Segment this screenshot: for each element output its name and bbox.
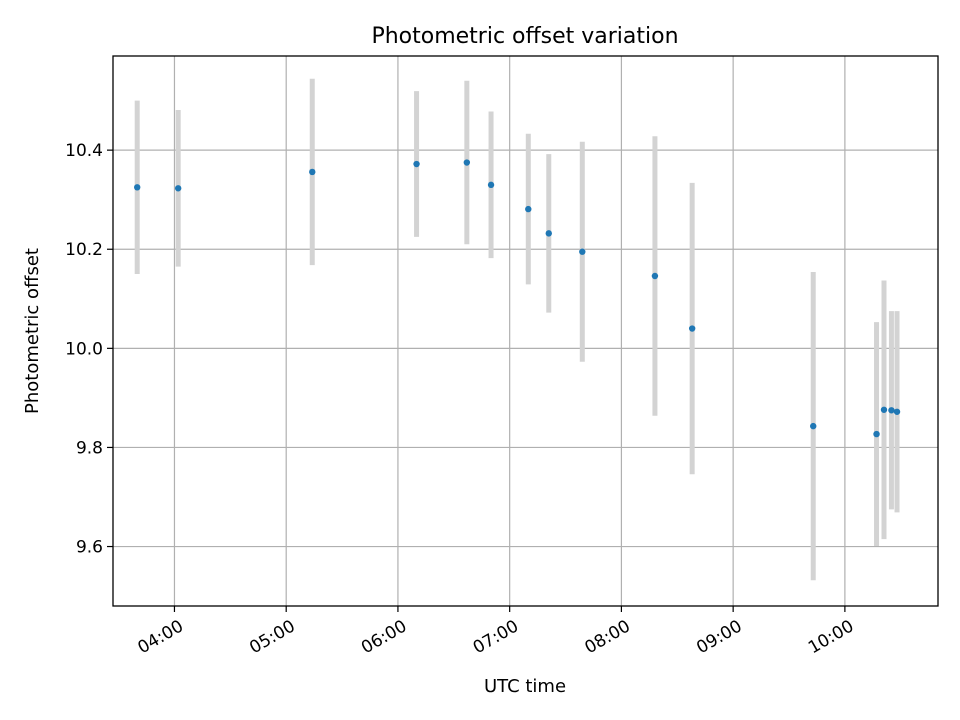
data-point bbox=[688, 325, 696, 332]
data-point bbox=[873, 430, 880, 438]
data-point bbox=[413, 160, 420, 168]
data-point bbox=[545, 230, 552, 237]
data-point bbox=[893, 408, 901, 415]
x-axis-label: UTC time bbox=[484, 676, 566, 697]
data-point bbox=[525, 205, 532, 213]
y-tick-label: 9.8 bbox=[76, 438, 103, 458]
y-tick-label: 10.2 bbox=[65, 240, 103, 260]
data-point bbox=[309, 168, 316, 176]
data-points bbox=[134, 159, 901, 438]
data-point bbox=[880, 406, 888, 413]
y-tick-label: 10.4 bbox=[65, 141, 103, 161]
y-axis-ticks: 9.6 9.8 10.0 10.2 10.4 bbox=[65, 141, 113, 558]
data-point bbox=[888, 407, 895, 414]
y-tick-label: 10.0 bbox=[65, 339, 103, 359]
data-point bbox=[174, 185, 182, 192]
chart-title: Photometric offset variation bbox=[371, 24, 678, 49]
data-point bbox=[651, 272, 659, 280]
data-point bbox=[487, 181, 495, 189]
data-point bbox=[463, 159, 471, 166]
plot-frame bbox=[112, 55, 939, 607]
data-point bbox=[810, 422, 817, 430]
grid bbox=[113, 56, 938, 606]
data-point bbox=[579, 248, 586, 255]
y-tick-label: 9.6 bbox=[76, 538, 103, 558]
y-axis-label: Photometric offset bbox=[22, 248, 43, 414]
data-point bbox=[134, 184, 141, 191]
